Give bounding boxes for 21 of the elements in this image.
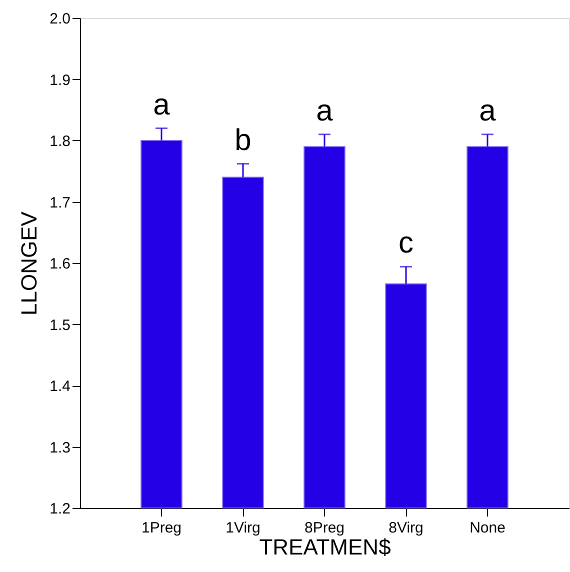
x-tick-label: 1Preg bbox=[141, 520, 182, 536]
annotation: a bbox=[153, 88, 170, 122]
y-tick-label: 1.3 bbox=[50, 439, 70, 456]
y-tick-label: 1.7 bbox=[50, 194, 70, 212]
y-tick-label: 1.9 bbox=[50, 72, 70, 89]
annotation: c bbox=[398, 226, 414, 260]
y-tick-label: 1.2 bbox=[50, 500, 70, 518]
y-tick-label: 1.6 bbox=[50, 256, 70, 272]
annotation: a bbox=[316, 94, 334, 128]
y-tick-label: 1.4 bbox=[50, 378, 70, 395]
x-tick-label: 1Virg bbox=[226, 520, 260, 536]
annotation: a bbox=[479, 94, 496, 128]
x-axis-title: TREATMEN$ bbox=[259, 534, 391, 560]
x-tick-label: None bbox=[470, 520, 506, 536]
x-tick-label: 8Virg bbox=[388, 520, 424, 536]
y-tick-label: 1.8 bbox=[50, 133, 70, 150]
y-tick-label: 1.5 bbox=[50, 316, 70, 334]
y-tick-label: 2.0 bbox=[50, 10, 70, 28]
y-axis-title: LLONGEV bbox=[16, 211, 42, 316]
x-tick-label: 8Preg bbox=[304, 520, 345, 536]
annotation: b bbox=[234, 124, 252, 157]
